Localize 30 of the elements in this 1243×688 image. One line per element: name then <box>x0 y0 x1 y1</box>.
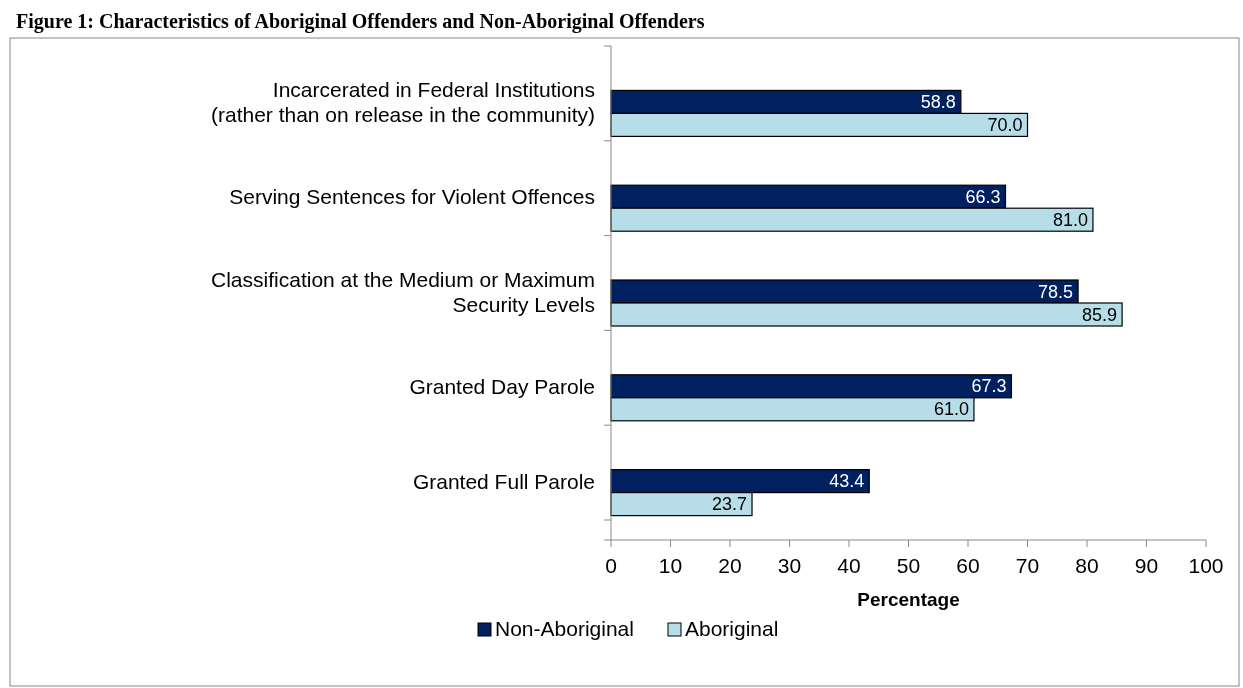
x-tick-label: 50 <box>896 554 921 577</box>
x-tick-label: 40 <box>837 554 861 577</box>
x-axis-title: Percentage <box>857 589 960 610</box>
legend-label: Aboriginal <box>685 617 779 640</box>
x-tick-label: 30 <box>777 554 802 577</box>
data-label: 78.5 <box>1038 281 1074 302</box>
x-tick-label: 10 <box>658 554 683 577</box>
x-tick-label: 80 <box>1075 554 1099 577</box>
x-tick-label: 70 <box>1015 554 1040 577</box>
x-tick-label: 0 <box>605 554 617 577</box>
y-tick-label: Granted Day Parole <box>409 374 595 398</box>
data-label: 85.9 <box>1082 304 1118 325</box>
data-label: 70.0 <box>987 114 1023 135</box>
data-label: 61.0 <box>933 399 969 420</box>
legend-label: Non-Aboriginal <box>495 617 634 640</box>
data-label: 43.4 <box>829 471 865 492</box>
x-tick-label: 100 <box>1188 554 1224 577</box>
x-tick-label: 60 <box>956 554 980 577</box>
x-tick-label: 20 <box>718 554 742 577</box>
data-label: 67.3 <box>971 376 1007 397</box>
data-label: 81.0 <box>1052 209 1088 230</box>
data-label: 66.3 <box>965 186 1001 207</box>
y-tick-label: Granted Full Parole <box>412 469 595 493</box>
y-tick-label: Incarcerated in Federal Institutions (rather than on release in the community) <box>210 77 595 126</box>
text: Figure 1: Characteristics of Aboriginal Offenders and Non-Aboriginal Offenders <box>16 10 705 33</box>
data-label: 58.8 <box>920 91 956 112</box>
y-tick-label: Serving Sentences for Violent Offences <box>229 185 595 209</box>
x-tick-label: 90 <box>1134 554 1159 577</box>
data-label: 23.7 <box>711 494 748 515</box>
y-tick-label: Classification at the Medium or Maximum Security Levels <box>211 267 595 316</box>
